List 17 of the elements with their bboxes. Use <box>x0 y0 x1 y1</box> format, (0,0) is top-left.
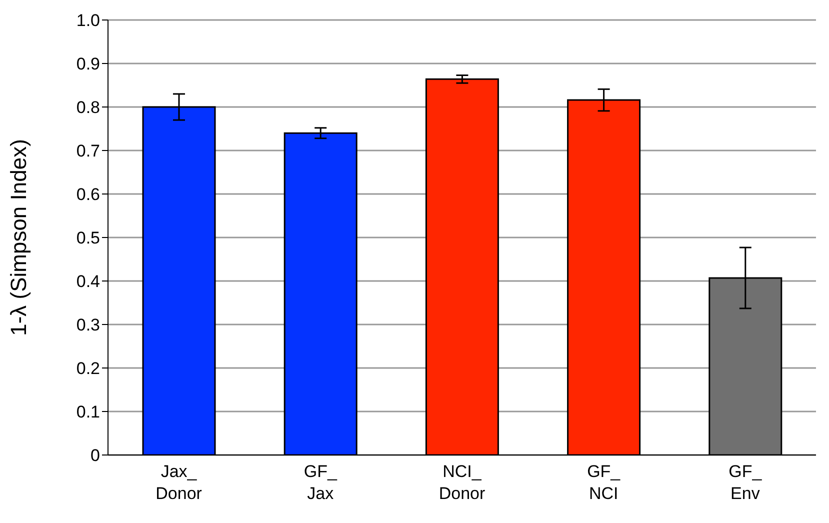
y-tick-label: 0.9 <box>76 54 100 74</box>
y-tick-label: 0.5 <box>76 228 100 248</box>
y-tick-label: 0.3 <box>76 316 100 335</box>
y-axis-title: 1-λ (Simpson Index) <box>6 139 31 336</box>
x-tick-label: NCI_ Donor <box>438 462 486 503</box>
x-tick-label: GF_ Env <box>728 462 762 503</box>
y-tick-label: 0.4 <box>76 272 100 292</box>
x-tick-label: GF_ Jax <box>304 462 338 503</box>
x-tick-label: Jax_ Donor <box>156 462 202 503</box>
x-tick-label: GF_ NCI <box>587 462 621 503</box>
y-tick-label: 0.8 <box>76 98 100 118</box>
y-tick-label: 1.0 <box>76 11 100 30</box>
y-tick-label: 0 <box>90 446 100 466</box>
y-tick-label: 0.2 <box>76 359 100 378</box>
y-tick-label: 0.7 <box>76 142 100 161</box>
y-tick-label: 0.1 <box>76 402 100 422</box>
y-tick-label: 0.6 <box>76 185 100 204</box>
